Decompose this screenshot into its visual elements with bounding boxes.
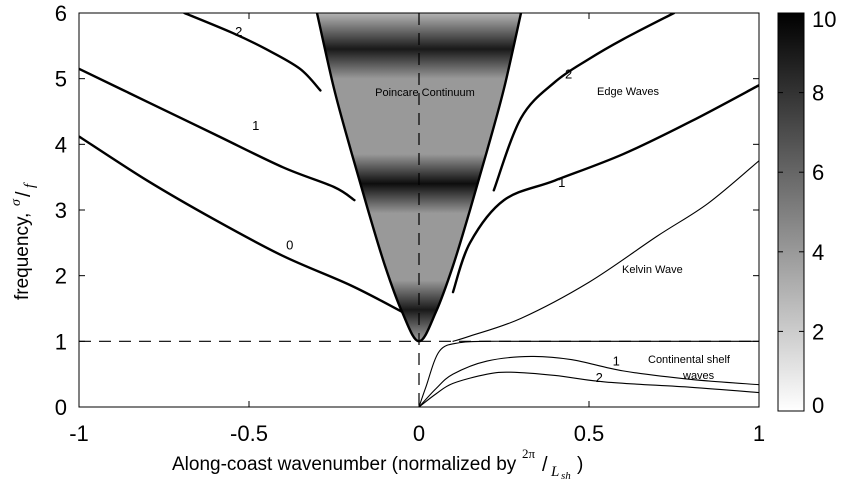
colorbar-ticks: 0 2 4 6 8 10 [778, 7, 836, 418]
series-line-8 [418, 371, 759, 407]
series-line-3 [451, 84, 759, 294]
series-line-1 [79, 67, 356, 202]
series-line-7 [418, 355, 759, 407]
curve-label: 0 [286, 237, 293, 252]
axis-ticks [78, 12, 760, 408]
series-line-5 [452, 160, 759, 342]
series-line-4 [492, 13, 676, 192]
annotation-edge-waves: Edge Waves [597, 86, 659, 98]
series-line-0 [79, 135, 404, 313]
x-axis-title-text: Along-coast wavenumber (normalized by [172, 454, 517, 475]
x-tick-label: -1 [69, 421, 89, 446]
y-tick-labels: 0 1 2 3 4 5 6 [55, 1, 67, 420]
series-line-6 [418, 340, 759, 407]
colorbar-tick-label: 2 [812, 319, 824, 344]
y-axis-title: frequency, σ / f [9, 182, 38, 300]
y-tick-label: 2 [55, 264, 67, 289]
y-tick-label: 4 [55, 132, 67, 157]
x-axis-title-slash: / [542, 454, 548, 476]
y-tick-label: 0 [55, 395, 67, 420]
y-tick-label: 1 [55, 329, 67, 354]
colorbar-tick-label: 10 [812, 7, 836, 32]
x-axis-title: Along-coast wavenumber (normalized by 2π… [172, 446, 583, 481]
y-tick-label: 5 [55, 67, 67, 92]
x-axis-title-close: ) [577, 454, 583, 475]
x-tick-labels: -1 -0.5 0 0.5 1 [69, 421, 765, 446]
x-axis-title-denominator: L [550, 464, 559, 480]
x-axis-title-numerator: 2π [522, 446, 536, 461]
y-axis-title-denominator: f [22, 182, 38, 188]
y-axis-title-text: frequency, [12, 213, 33, 300]
colorbar-tick-label: 0 [812, 393, 824, 418]
curve-label: 2 [596, 370, 603, 385]
curve-label: 1 [252, 118, 259, 133]
y-tick-label: 6 [55, 1, 67, 26]
curve-label: 2 [565, 67, 572, 82]
colorbar-tick-label: 4 [812, 240, 824, 265]
y-tick-label: 3 [55, 198, 67, 223]
y-axis-title-slash: / [13, 191, 35, 197]
x-axis-title-subscript: sh [561, 470, 571, 481]
annotation-poincare-continuum: Poincare Continuum [375, 87, 475, 99]
y-axis-title-numerator: σ [9, 198, 24, 206]
x-tick-label: 1 [753, 421, 765, 446]
x-tick-label: 0 [413, 421, 425, 446]
series-line-2 [183, 13, 322, 92]
colorbar-tick-label: 6 [812, 160, 824, 185]
x-tick-label: 0.5 [574, 421, 605, 446]
colorbar [777, 12, 805, 412]
series-group [79, 13, 759, 407]
annotation-continental-shelf: Continental shelf [648, 354, 731, 366]
x-tick-label: -0.5 [230, 421, 268, 446]
curve-label: 2 [235, 24, 242, 39]
curve-label: 1 [558, 175, 565, 190]
annotation-kelvin-wave: Kelvin Wave [622, 264, 683, 276]
colorbar-tick-label: 8 [812, 81, 824, 106]
annotation-shelf-waves: waves [682, 370, 715, 382]
curve-label: 1 [613, 354, 620, 369]
